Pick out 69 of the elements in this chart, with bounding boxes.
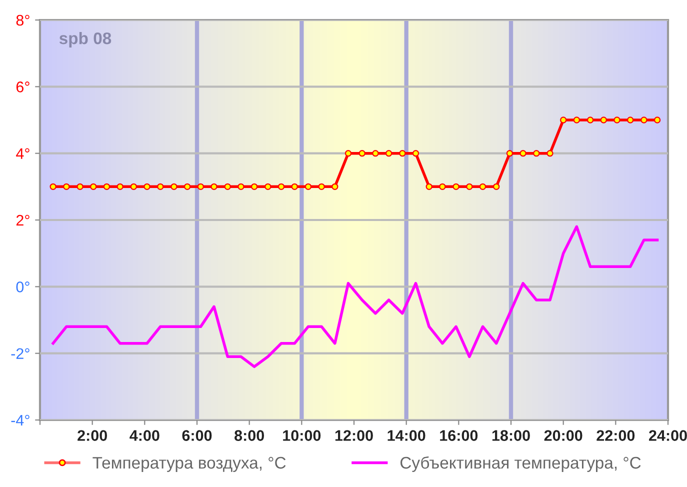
point xyxy=(318,183,325,190)
point xyxy=(506,150,514,157)
x-tick-label: 22:00 xyxy=(596,430,635,441)
x-tick-label: 4:00 xyxy=(130,430,160,441)
x-tick-label: 8:00 xyxy=(234,430,264,441)
point xyxy=(600,116,607,124)
point xyxy=(224,183,231,190)
point xyxy=(626,116,634,124)
point xyxy=(144,183,150,190)
point xyxy=(385,150,392,157)
legend-label: Субъективная температура, °C xyxy=(400,456,641,472)
line-series xyxy=(52,225,659,368)
y-tick-label: 2° xyxy=(16,214,30,226)
point xyxy=(250,183,258,190)
y-tick-label: 4° xyxy=(16,148,30,159)
point xyxy=(170,183,178,190)
point xyxy=(426,183,432,190)
point xyxy=(412,150,420,157)
point xyxy=(210,183,218,190)
point xyxy=(520,150,526,157)
point xyxy=(184,183,191,190)
point xyxy=(332,183,338,190)
legend-label: Температура воздуха, °C xyxy=(92,456,286,472)
x-tick-label: 24:00 xyxy=(648,430,687,441)
point xyxy=(546,150,554,157)
y-tick-label: -2° xyxy=(11,348,30,359)
point xyxy=(479,183,486,190)
point xyxy=(344,150,352,157)
point xyxy=(614,116,620,124)
point xyxy=(573,116,580,124)
point xyxy=(264,183,272,190)
point xyxy=(50,183,56,190)
point xyxy=(130,183,138,190)
point xyxy=(493,183,500,190)
point xyxy=(654,116,661,124)
point xyxy=(63,183,70,190)
x-tick-label: 12:00 xyxy=(335,430,373,441)
point xyxy=(291,183,298,190)
point xyxy=(358,150,366,157)
point xyxy=(76,183,84,190)
point xyxy=(399,150,406,157)
point xyxy=(304,183,312,190)
point xyxy=(157,183,164,190)
point xyxy=(116,183,124,190)
x-tick-label: 18:00 xyxy=(492,430,530,441)
y-tick-label: 0° xyxy=(16,282,30,292)
x-tick-label: 6:00 xyxy=(182,430,212,441)
x-tick-label: 16:00 xyxy=(440,430,478,441)
point xyxy=(238,183,244,190)
point xyxy=(452,183,460,190)
point xyxy=(278,183,285,190)
point xyxy=(586,116,594,124)
y-tick-label: -4° xyxy=(11,414,30,426)
x-tick-label: 20:00 xyxy=(544,430,582,441)
point xyxy=(439,183,446,190)
point xyxy=(466,183,473,190)
y-tick-label: 6° xyxy=(16,82,30,92)
x-tick-label: 14:00 xyxy=(388,430,426,441)
point xyxy=(533,150,540,157)
point xyxy=(560,116,567,124)
y-tick-label: 8° xyxy=(16,14,30,26)
x-tick-label: 10:00 xyxy=(283,430,321,441)
annotation: spb 08 xyxy=(59,32,112,48)
point xyxy=(197,183,204,190)
x-tick-label: 2:00 xyxy=(78,430,107,441)
point xyxy=(640,116,648,124)
point xyxy=(372,150,379,157)
point xyxy=(90,183,97,190)
point xyxy=(103,183,110,190)
